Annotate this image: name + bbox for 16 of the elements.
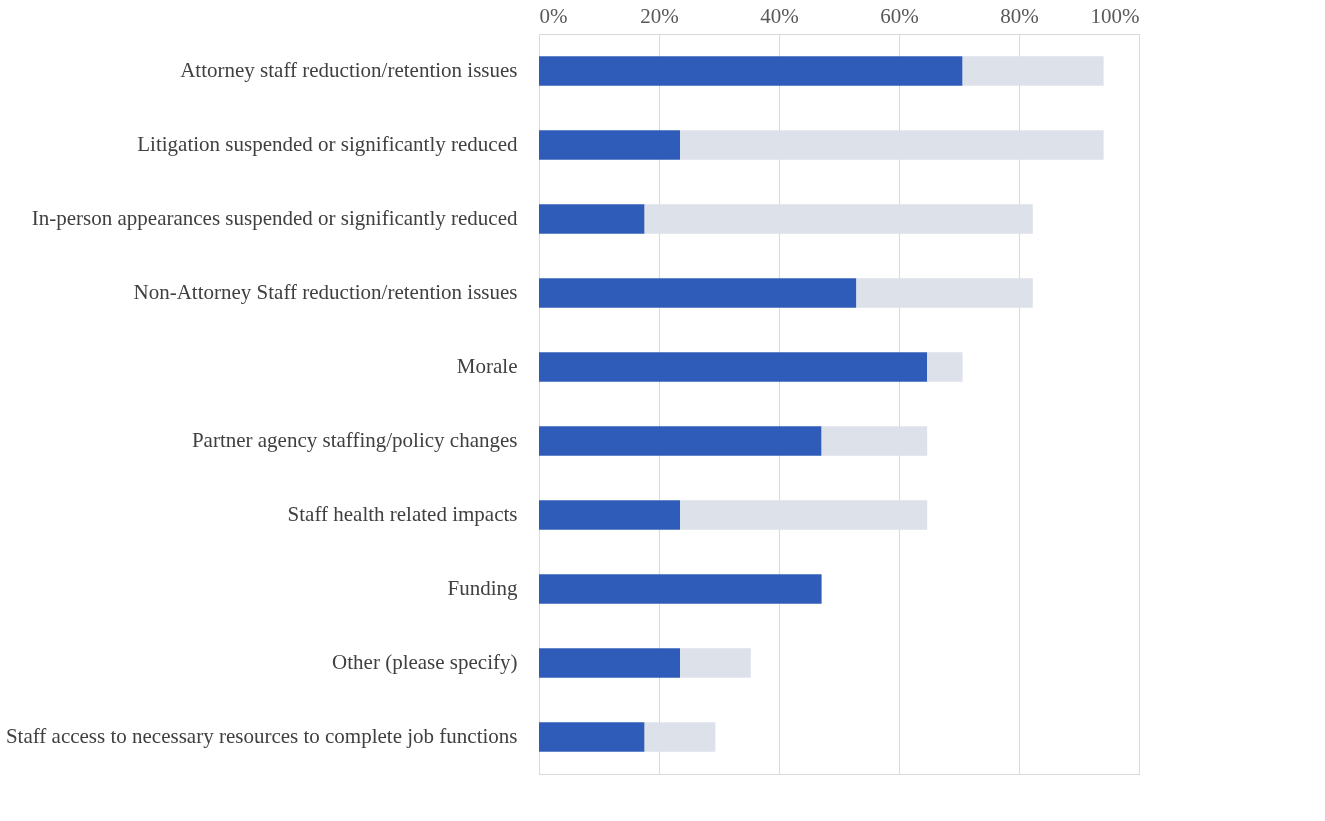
y-tick-label: Attorney staff reduction/retention issues — [180, 58, 518, 82]
x-tick-label: 0% — [539, 3, 568, 28]
y-tick-label: Partner agency staffing/policy changes — [191, 428, 518, 452]
y-tick-label: Non-Attorney Staff reduction/retention issues — [133, 280, 518, 304]
y-tick-label: Staff health related impacts — [287, 502, 518, 526]
x-tick-label: 60% — [880, 3, 919, 28]
x-tick-label: 100% — [1090, 3, 1140, 28]
x-tick-label: 80% — [1000, 3, 1039, 28]
x-tick-label: 40% — [760, 3, 799, 28]
y-tick-label: Litigation suspended or significantly reduced — [137, 132, 518, 156]
x-tick-label: 20% — [640, 3, 679, 28]
y-tick-label: Staff access to necessary resources to complete job functions — [5, 724, 518, 748]
y-tick-label: Morale — [456, 354, 518, 378]
y-tick-label: In-person appearances suspended or significantly reduced — [31, 206, 518, 230]
y-tick-label: Other (please specify) — [332, 650, 518, 674]
y-tick-label: Funding — [447, 576, 518, 600]
